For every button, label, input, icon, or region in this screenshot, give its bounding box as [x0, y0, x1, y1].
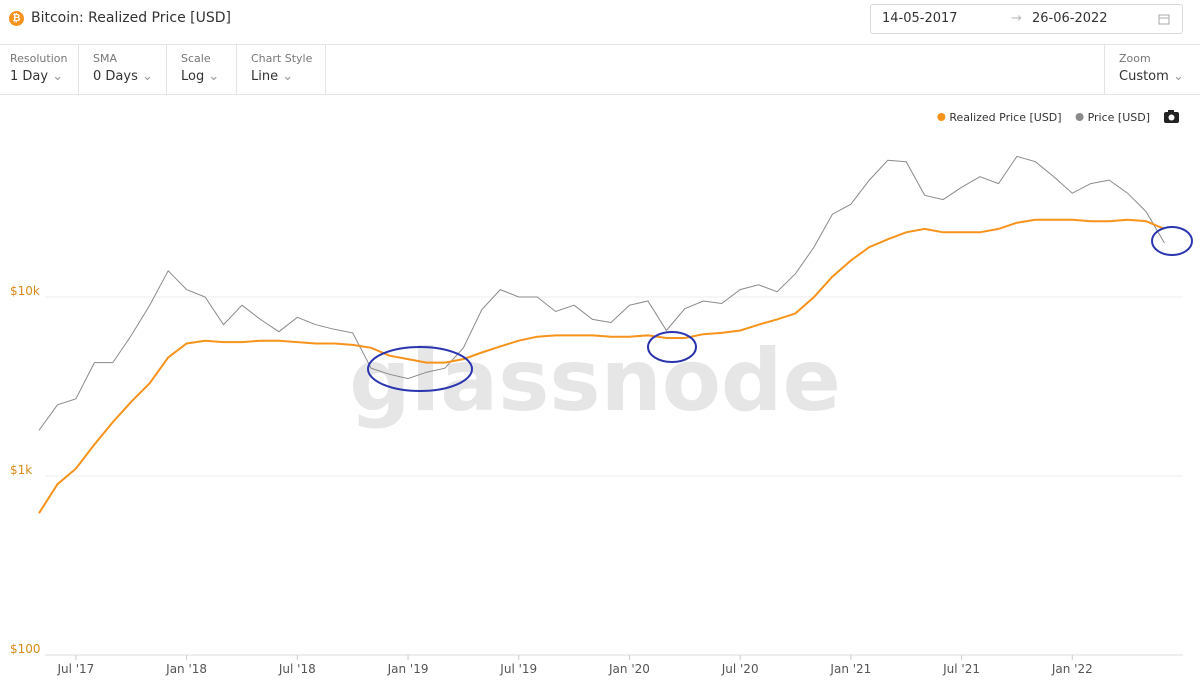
circle-annotation — [647, 331, 697, 363]
arrow: → — [1011, 11, 1022, 26]
value-text: Line — [251, 69, 279, 84]
sma[interactable]: SMA 0 Days ⌄ — [79, 45, 167, 94]
chevron: ⌄ — [52, 69, 64, 84]
value-text: 1 Day — [10, 69, 49, 84]
chevron: ⌄ — [1172, 69, 1184, 84]
x-tick-label: Jan '20 — [608, 662, 650, 676]
watermark: glassnode — [349, 331, 841, 431]
value[interactable]: Log ⌄ — [181, 69, 219, 84]
x-tick-label: Jul '17 — [56, 662, 94, 676]
label: Chart Style — [251, 52, 313, 65]
x-tick-label: Jul '19 — [499, 662, 537, 676]
label: SMA — [93, 52, 117, 65]
toolbar: Resolution 1 Day ⌄ SMA 0 Days ⌄ Scale Log ⌄… — [0, 45, 1200, 95]
legend-marker — [937, 113, 946, 121]
scale[interactable]: Scale Log ⌄ — [167, 45, 237, 94]
value-text: Log — [181, 69, 205, 84]
value-text: Custom — [1119, 69, 1169, 84]
label: Zoom — [1119, 52, 1151, 65]
date-to[interactable]: 26-06-2022 — [1032, 11, 1108, 26]
header: ₿ Bitcoin: Realized Price [USD] 14-05-20… — [0, 0, 1200, 45]
y-tick-label: $10k — [10, 284, 40, 298]
circle-annotation — [1151, 226, 1193, 256]
chart: glassnode $100 $1k $10k Jul '17 Jan '18 Jul '… — [10, 110, 1193, 676]
x-tick-label: Jan '18 — [165, 662, 207, 676]
date-range[interactable]: 14-05-2017 → 26-06-2022 — [870, 4, 1183, 34]
x-tick-label: Jan '22 — [1051, 662, 1093, 676]
value[interactable]: 0 Days ⌄ — [93, 69, 153, 84]
series-line — [38, 155, 1165, 431]
x-tick-label: Jan '19 — [387, 662, 429, 676]
x-tick-label: Jul '21 — [942, 662, 980, 676]
circle-annotation — [367, 346, 473, 392]
legend-label: Realized Price [USD] — [949, 111, 1061, 124]
chevron: ⌄ — [208, 69, 220, 84]
value[interactable]: 1 Day ⌄ — [10, 69, 63, 84]
label: Resolution — [10, 52, 68, 65]
value[interactable]: Custom ⌄ — [1119, 69, 1184, 84]
bitcoin-icon: ₿ — [9, 11, 24, 26]
camera-icon[interactable] — [1164, 110, 1179, 123]
legend-label: Price [USD] — [1088, 111, 1150, 124]
chart-style[interactable]: Chart Style Line ⌄ — [237, 45, 326, 94]
label: Scale — [181, 52, 211, 65]
value-text: 0 Days — [93, 69, 138, 84]
chevron: ⌄ — [282, 69, 294, 84]
annotations — [367, 226, 1193, 392]
date-from[interactable]: 14-05-2017 — [882, 11, 958, 26]
y-tick-label: $100 — [10, 642, 41, 656]
zoom[interactable]: Zoom Custom ⌄ — [1104, 45, 1200, 94]
x-tick-label: Jul '18 — [278, 662, 316, 676]
legend-marker — [1075, 113, 1084, 121]
x-tick-label: Jul '20 — [721, 662, 759, 676]
value[interactable]: Line ⌄ — [251, 69, 293, 84]
resolution[interactable]: Resolution 1 Day ⌄ — [0, 45, 79, 94]
calendar-icon[interactable] — [1158, 13, 1170, 25]
title: Bitcoin: Realized Price [USD] — [31, 10, 231, 26]
x-tick-label: Jan '21 — [829, 662, 871, 676]
chevron: ⌄ — [142, 69, 153, 84]
series-line — [38, 218, 1165, 514]
y-tick-label: $1k — [10, 463, 32, 477]
